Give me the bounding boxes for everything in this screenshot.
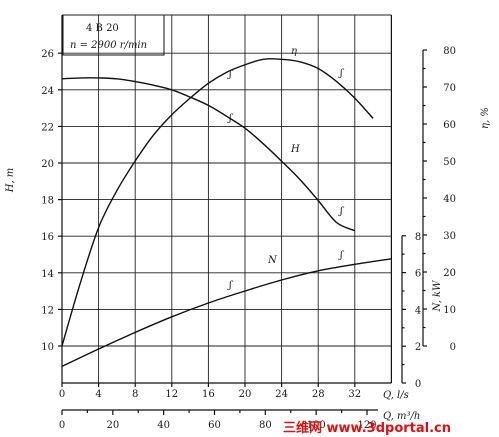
grid	[61, 14, 392, 384]
y-left-axis-label: H, m	[5, 168, 16, 194]
y-right-n-tick-label: 4	[415, 305, 421, 316]
legend-box: 4 B 20 n = 2900 r/min	[62, 14, 165, 56]
curves	[61, 58, 392, 368]
y-left-tick-label: 22	[41, 122, 54, 133]
y-right-eta-tick-label: 10	[443, 305, 456, 316]
y-right-eta-tick-label: 0	[450, 342, 456, 353]
x2-tick-label: 60	[208, 420, 221, 431]
x2-tick-label: 0	[59, 420, 65, 431]
series-labels: Hη Nʃ ʃ ʃ ʃ ʃ ʃ	[227, 46, 345, 291]
x2-tick-label: 120	[357, 420, 376, 431]
y-right-n-tick-label: 0	[415, 379, 421, 390]
series-label-n: N	[267, 255, 278, 266]
x-axis-label: Q, l/s	[383, 390, 409, 401]
y-right-eta-tick-label: 50	[443, 157, 456, 168]
y-right-eta-tick-label: 70	[443, 83, 456, 94]
legend-model: 4 B 20	[86, 23, 119, 34]
watermark: 三维网 www.3dportal.cn	[283, 420, 451, 436]
y-left-tick-label: 20	[41, 159, 54, 170]
series-label-h: H	[290, 144, 300, 155]
x-tick-label: 32	[348, 389, 361, 400]
y-left-tick-label: 16	[41, 232, 54, 243]
y-right-n-tick-label: 8	[415, 232, 421, 243]
axis-pointer-mark: ʃ	[338, 206, 345, 217]
axis-pointer-mark: ʃ	[227, 69, 234, 80]
y-right-eta-tick-label: 30	[443, 231, 456, 242]
axis-pointer-mark: ʃ	[338, 250, 345, 261]
y-left-tick-label: 24	[41, 86, 54, 97]
x-tick-label: 4	[95, 389, 101, 400]
y-right-n-tick-label: 2	[415, 342, 421, 353]
axis-pointer-mark: ʃ	[227, 113, 234, 124]
y-left-tick-label: 18	[41, 196, 54, 207]
x-tick-label: 8	[132, 389, 138, 400]
y-left-tick-label: 14	[41, 269, 54, 280]
x2-tick-label: 100	[307, 420, 326, 431]
y-right-eta-tick-label: 20	[443, 268, 456, 279]
axis-labels: H, m η, % N, kW Q, l/s Q, m³/h	[5, 107, 491, 422]
x-tick-label: 16	[202, 389, 215, 400]
y-left-tick-label: 26	[41, 49, 54, 60]
y-left-tick-label: 12	[41, 305, 54, 316]
axis-pointer-mark: ʃ	[338, 68, 345, 79]
y-left-tick-label: 10	[41, 342, 54, 353]
y-right-eta-tick-label: 60	[443, 120, 456, 131]
y-right-n-axis-label: N, kW	[432, 280, 443, 313]
series-h-line	[61, 77, 356, 232]
x2-tick-label: 80	[259, 420, 272, 431]
axis-pointer-mark: ʃ	[227, 280, 234, 291]
y-right-eta-tick-label: 80	[443, 46, 456, 57]
legend-speed: n = 2900 r/min	[70, 40, 147, 51]
x-tick-label: 12	[165, 389, 178, 400]
series-label-eta: η	[291, 46, 297, 57]
x2-tick-label: 40	[157, 420, 170, 431]
series-n-line	[61, 258, 392, 368]
x-tick-label: 24	[275, 389, 288, 400]
y-right-eta-axis-label: η, %	[480, 107, 491, 129]
x-tick-label: 28	[312, 389, 325, 400]
x2-tick-label: 20	[106, 420, 119, 431]
x-tick-label: 0	[59, 389, 65, 400]
x-tick-label: 20	[239, 389, 252, 400]
series-eta-line	[61, 58, 374, 347]
x2-axis-label: Q, m³/h	[383, 411, 420, 422]
y-right-eta-tick-label: 40	[443, 194, 456, 205]
y-right-n-tick-label: 6	[415, 269, 421, 280]
